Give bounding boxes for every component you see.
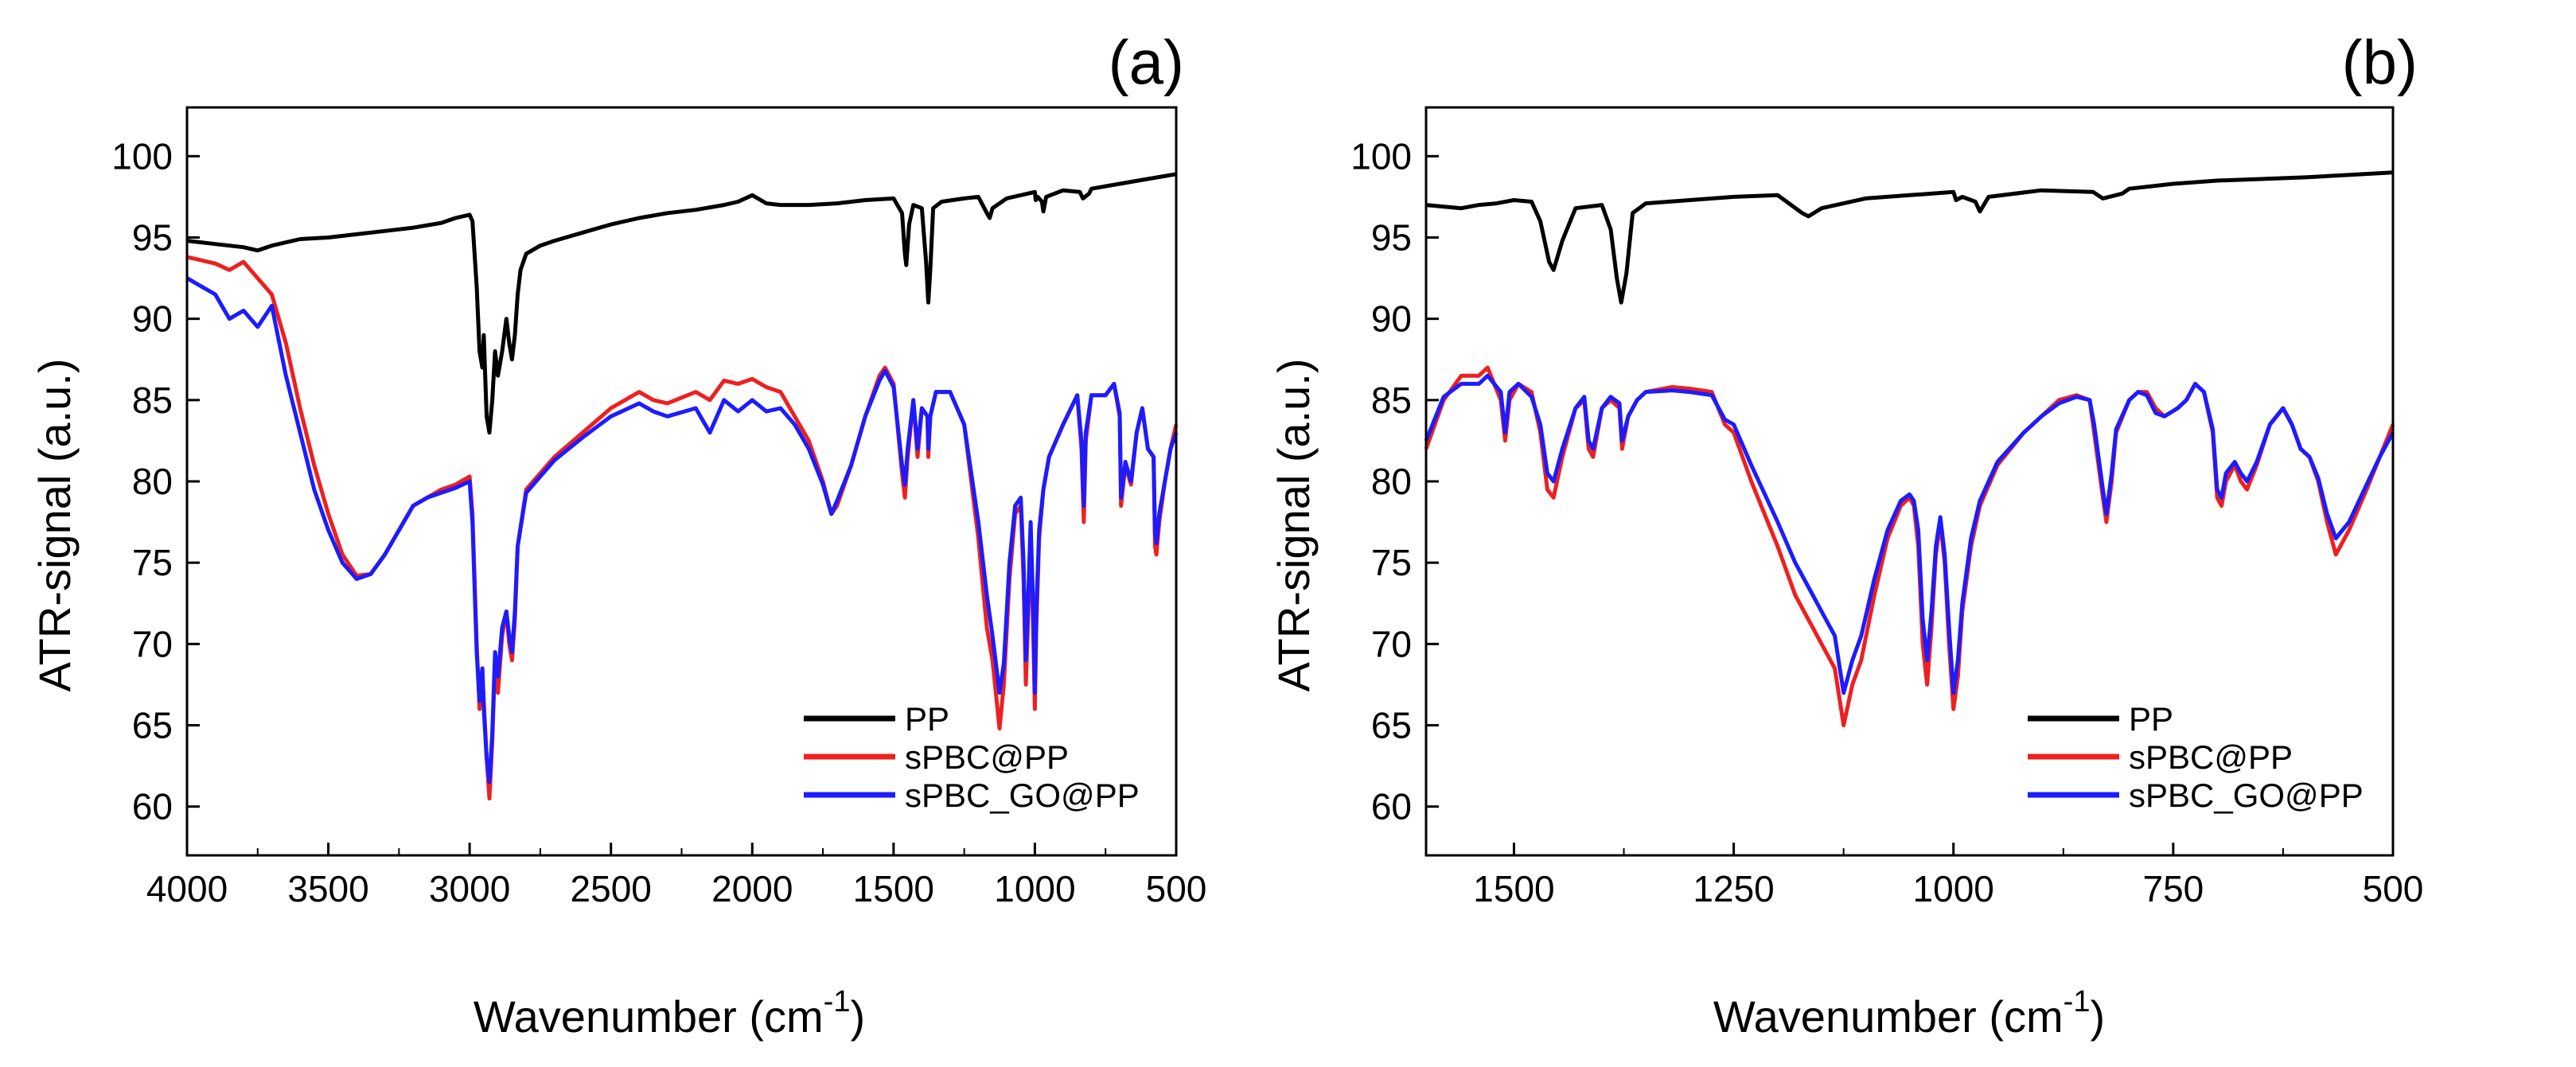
panel-a-series: [185, 172, 1179, 800]
series-line-spbc-go-pp: [185, 276, 1179, 785]
panel-a-label: (a): [1109, 27, 1184, 97]
y-tick-label: 95: [132, 216, 173, 258]
panel-b-label: (b): [2342, 27, 2418, 97]
panel-b-x-title-main: Wavenumber (cm: [1713, 991, 2064, 1042]
panel-b-series: [1424, 170, 2395, 727]
y-tick-label: 60: [132, 786, 173, 828]
y-tick-label: 75: [1371, 542, 1412, 583]
x-tick-label: 1500: [1473, 868, 1554, 909]
legend-label: sPBC@PP: [2129, 738, 2293, 776]
x-tick-label: 3500: [287, 868, 368, 909]
x-tick-label: 750: [2142, 868, 2204, 909]
x-tick-label: 1500: [853, 868, 934, 909]
x-tick-label: 4000: [146, 868, 228, 909]
panel-a: (a) ATR-signal (a.u.) Wavenumber (cm-1) …: [29, 27, 1206, 1042]
series-line-spbc-go-pp: [1424, 373, 2395, 695]
y-tick-label: 90: [1371, 298, 1412, 340]
y-tick-label: 75: [132, 542, 173, 583]
legend-label: sPBC_GO@PP: [905, 777, 1140, 814]
panel-a-y-axis-title: ATR-signal (a.u.): [29, 358, 80, 691]
y-tick-label: 70: [1371, 623, 1412, 664]
y-tick-label: 65: [132, 705, 173, 746]
panel-a-x-title-main: Wavenumber (cm: [474, 991, 824, 1042]
x-tick-label: 1000: [994, 868, 1075, 909]
y-tick-label: 80: [1371, 461, 1412, 502]
x-tick-label: 1000: [1913, 868, 1994, 909]
y-tick-label: 85: [1371, 380, 1412, 421]
x-tick-label: 1250: [1693, 868, 1774, 909]
x-tick-label: 2500: [571, 868, 652, 909]
panel-b-plot-frame: [1424, 106, 2395, 857]
series-line-pp: [1425, 170, 2394, 305]
panel-a-x-title-end: ): [850, 991, 865, 1042]
legend-label: sPBC_GO@PP: [2129, 777, 2364, 814]
panel-b-x-title-sup: -1: [2064, 985, 2091, 1018]
y-tick-label: 60: [1371, 786, 1412, 828]
panel-b: (b) ATR-signal (a.u.) Wavenumber (cm-1) …: [1269, 27, 2423, 1042]
x-tick-label: 3000: [429, 868, 510, 909]
legend-label: PP: [2129, 700, 2173, 738]
panel-a-x-axis-title: Wavenumber (cm-1): [474, 985, 865, 1042]
y-tick-label: 100: [1350, 135, 1412, 177]
y-tick-label: 90: [132, 298, 173, 340]
panel-b-x-title-end: ): [2090, 991, 2105, 1042]
panel-b-y-axis-title: ATR-signal (a.u.): [1269, 358, 1319, 691]
y-tick-label: 65: [1371, 705, 1412, 746]
panel-a-plot-frame: [185, 106, 1178, 857]
y-tick-label: 85: [132, 380, 173, 421]
y-tick-label: 80: [132, 461, 173, 502]
y-tick-label: 100: [111, 135, 173, 177]
series-line-pp: [186, 172, 1177, 435]
y-tick-label: 70: [132, 623, 173, 664]
x-tick-label: 500: [1146, 868, 1207, 909]
panel-a-ticks: 4000 3500 3000 2500 2000 1500 1000 500 60 65 70 75 8…: [111, 135, 1206, 909]
x-tick-label: 500: [2363, 868, 2424, 909]
panel-b-x-axis-title: Wavenumber (cm-1): [1713, 985, 2105, 1042]
x-tick-label: 2000: [711, 868, 793, 909]
panel-a-x-title-sup: -1: [824, 985, 851, 1018]
legend-label: sPBC@PP: [905, 738, 1069, 776]
legend-label: PP: [905, 700, 949, 738]
y-tick-label: 95: [1371, 216, 1412, 258]
